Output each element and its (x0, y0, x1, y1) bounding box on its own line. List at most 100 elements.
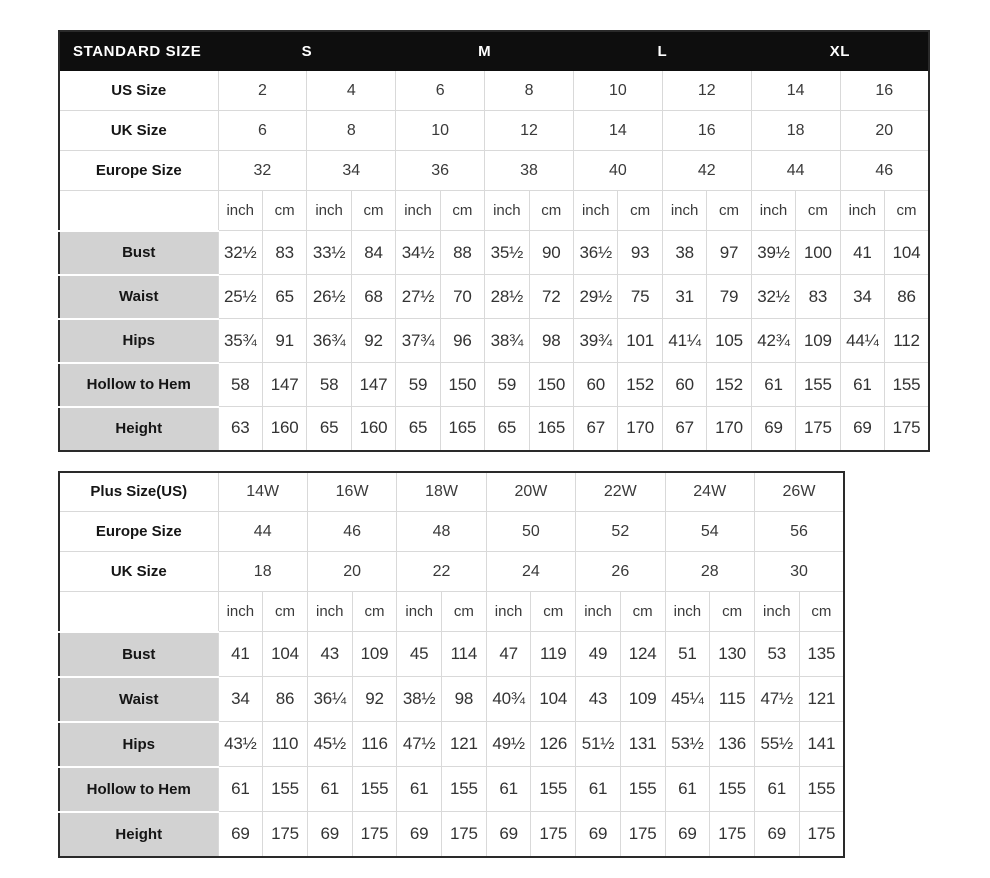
size-value-cell: 20 (839, 110, 930, 151)
unit-inch-cell: inch (306, 190, 352, 231)
measurement-value-cell: 90 (528, 230, 575, 275)
measurement-row: Height 63 160 65 160 65 165 65 165 67 170 67 170 69 17… (58, 405, 930, 451)
measurement-value-cell: 38¾ (484, 318, 530, 363)
size-value-cell: 22 (396, 551, 487, 592)
size-value-cell: 6 (395, 70, 486, 111)
unit-inch-cell: inch (664, 591, 711, 632)
measurement-value-cell: 83 (261, 230, 308, 275)
measurement-value-cell: 155 (795, 362, 841, 407)
measurement-value-cell: 88 (439, 230, 486, 275)
measurement-label: Hollow to Hem (58, 361, 219, 407)
measurement-value-cell: 121 (441, 721, 487, 767)
measurement-value-cell: 100 (795, 230, 841, 275)
size-value-cell: 28 (664, 551, 755, 592)
measurement-value-cell: 44¼ (839, 318, 886, 363)
measurement-value-cell: 96 (439, 318, 486, 363)
measurement-value-cell: 119 (530, 631, 577, 677)
unit-cm-cell: cm (619, 591, 666, 632)
measurement-value-cell: 68 (350, 274, 397, 319)
measurement-value-cell: 175 (795, 406, 841, 451)
measurement-label: Waist (58, 273, 219, 319)
measurement-value-cell: 45½ (306, 721, 353, 767)
measurement-value-cell: 69 (217, 811, 264, 857)
measurement-row: Hips 43½ 110 45½ 116 47½ 121 49½ 126 51½ 131 53½ 136… (58, 720, 845, 767)
size-value-cell: 24W (664, 471, 755, 512)
measurement-value-cell: 175 (441, 811, 487, 857)
measurement-value-cell: 115 (709, 676, 755, 722)
measurement-value-cell: 61 (664, 766, 711, 812)
measurement-value-cell: 155 (709, 766, 755, 812)
unit-inch-cell: inch (396, 591, 443, 632)
unit-inch-cell: inch (839, 190, 886, 231)
measurement-value-cell: 93 (617, 230, 663, 275)
size-value-cell: 34 (306, 150, 397, 191)
measurement-value-cell: 59 (395, 362, 441, 407)
size-conversion-row: US Size 2 4 6 8 10 12 14 16 (58, 70, 930, 111)
measurement-row: Waist 25½ 65 26½ 68 27½ 70 28½ 72 29½ 75 31 79 32½ 83 3… (58, 273, 930, 319)
measurement-value-cell: 45 (396, 631, 443, 677)
size-value-cell: 14W (217, 471, 308, 512)
size-group-xl: XL (750, 30, 930, 71)
measurement-value-cell: 49½ (485, 721, 532, 767)
measurement-value-cell: 155 (530, 766, 577, 812)
measurement-value-cell: 40¾ (485, 676, 532, 722)
measurement-value-cell: 175 (351, 811, 398, 857)
row-label: Europe Size (58, 511, 219, 552)
size-group-m: M (395, 30, 574, 71)
measurement-value-cell: 31 (661, 274, 708, 319)
measurement-row: Bust 41 104 43 109 45 114 47 119 49 124 51 130 53 135 (58, 630, 845, 677)
row-label: US Size (58, 70, 219, 111)
measurement-value-cell: 170 (617, 406, 663, 451)
size-conversion-row: Europe Size 44 46 48 50 52 54 56 (58, 511, 845, 552)
measurement-value-cell: 53 (753, 631, 800, 677)
measurement-value-cell: 135 (798, 631, 845, 677)
measurement-label: Bust (58, 229, 219, 275)
measurement-value-cell: 175 (530, 811, 577, 857)
measurement-value-cell: 29½ (572, 274, 619, 319)
unit-inch-cell: inch (750, 190, 797, 231)
size-value-cell: 6 (217, 110, 308, 151)
measurement-value-cell: 124 (619, 631, 666, 677)
measurement-value-cell: 67 (572, 406, 619, 451)
measurement-value-cell: 175 (619, 811, 666, 857)
measurement-value-cell: 69 (664, 811, 711, 857)
measurement-value-cell: 114 (441, 631, 487, 677)
measurement-value-cell: 131 (619, 721, 666, 767)
measurement-value-cell: 165 (439, 406, 486, 451)
measurement-row: Bust 32½ 83 33½ 84 34½ 88 35½ 90 36½ 93 38 97 39½ 100 4… (58, 229, 930, 275)
measurement-value-cell: 165 (528, 406, 575, 451)
size-value-cell: 18W (396, 471, 487, 512)
row-label: UK Size (58, 551, 219, 592)
standard-size-title: STANDARD SIZE (58, 30, 219, 71)
measurement-row: Hollow to Hem 61 155 61 155 61 155 61 155 61 155 61… (58, 765, 845, 812)
measurement-value-cell: 55½ (753, 721, 800, 767)
size-value-cell: 48 (396, 511, 487, 552)
measurement-label: Hips (58, 317, 219, 363)
measurement-value-cell: 61 (306, 766, 353, 812)
measurement-label: Bust (58, 630, 219, 677)
measurement-value-cell: 155 (798, 766, 845, 812)
unit-cm-cell: cm (530, 591, 577, 632)
measurement-value-cell: 160 (261, 406, 308, 451)
unit-inch-cell: inch (217, 190, 263, 231)
measurement-value-cell: 104 (530, 676, 577, 722)
measurement-value-cell: 58 (306, 362, 352, 407)
measurement-value-cell: 37¾ (395, 318, 441, 363)
measurement-value-cell: 43 (575, 676, 621, 722)
measurement-value-cell: 69 (485, 811, 532, 857)
unit-cm-cell: cm (706, 190, 752, 231)
unit-row-blank-cell (58, 591, 219, 632)
unit-row-blank-cell (58, 190, 219, 231)
measurement-value-cell: 152 (706, 362, 752, 407)
measurement-value-cell: 47 (485, 631, 532, 677)
unit-cm-cell: cm (709, 591, 755, 632)
plus-size-table: Plus Size(US) 14W 16W 18W 20W 22W 24W 26W Europe… (58, 470, 845, 858)
measurement-label: Height (58, 405, 219, 451)
measurement-value-cell: 86 (262, 676, 308, 722)
measurement-value-cell: 33½ (306, 230, 352, 275)
measurement-value-cell: 69 (753, 811, 800, 857)
measurement-value-cell: 47½ (753, 676, 800, 722)
unit-inch-cell: inch (484, 190, 530, 231)
size-value-cell: 26 (575, 551, 666, 592)
